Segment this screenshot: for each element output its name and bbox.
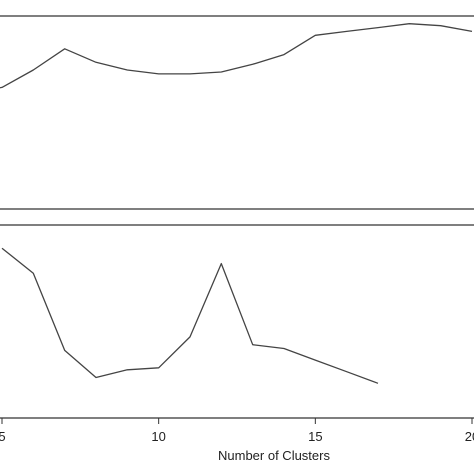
x-tick-label-10: 10 (151, 429, 165, 444)
bottom-panel (0, 224, 474, 419)
x-tick-label-5: 5 (0, 429, 6, 444)
x-tick-label-20: 20 (465, 429, 474, 444)
bottom-series-line (1, 247, 379, 384)
x-axis-label: Number of Clusters (218, 448, 330, 463)
top-series-line (0, 23, 473, 89)
top-panel (0, 15, 474, 210)
x-tick-label-15: 15 (308, 429, 322, 444)
x-axis: 5 10 15 20 (0, 418, 474, 444)
